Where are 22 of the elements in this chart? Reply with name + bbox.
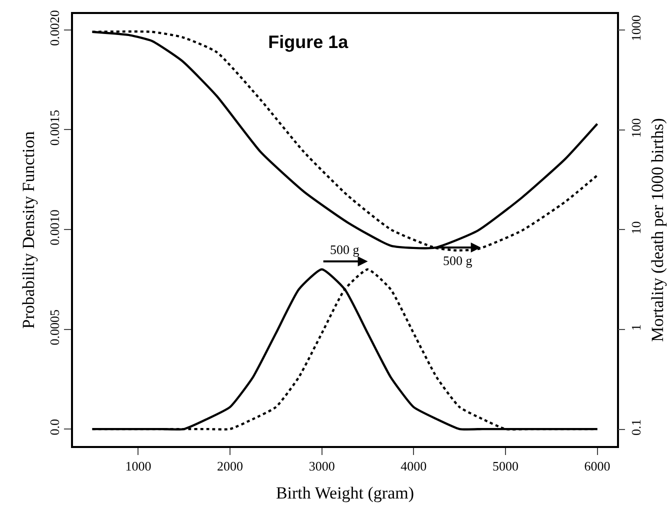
y-tick-label: 0.0015 xyxy=(46,110,62,146)
x-tick-label: 1000 xyxy=(125,458,152,474)
y2-tick-label: 1 xyxy=(628,324,644,331)
y-tick-label: 0.0005 xyxy=(46,309,62,346)
x-axis-title: Birth Weight (gram) xyxy=(276,484,414,502)
y-tick-label: 0.0020 xyxy=(46,10,62,46)
y-tick-label: 0.0 xyxy=(46,418,62,436)
y-tick-label: 0.0010 xyxy=(46,210,62,246)
x-tick-label: 3000 xyxy=(308,458,335,474)
x-tick-label: 5000 xyxy=(492,458,518,474)
y-axis-title: Probability Density Function xyxy=(18,130,38,329)
y2-tick-label: 1000 xyxy=(628,15,644,42)
x-tick-label: 6000 xyxy=(584,458,610,474)
annotation: 500 g xyxy=(330,242,360,257)
text: Figure 1a xyxy=(268,32,350,52)
y2-tick-label: 100 xyxy=(628,118,644,138)
y2-axis-title: Mortality (death per 1000 births) xyxy=(648,118,667,342)
y2-tick-label: 0.1 xyxy=(628,419,644,436)
x-tick-label: 2000 xyxy=(217,458,243,474)
x-tick-label: 4000 xyxy=(400,458,427,474)
annotation: 500 g xyxy=(443,253,473,268)
y2-tick-label: 10 xyxy=(628,221,644,234)
